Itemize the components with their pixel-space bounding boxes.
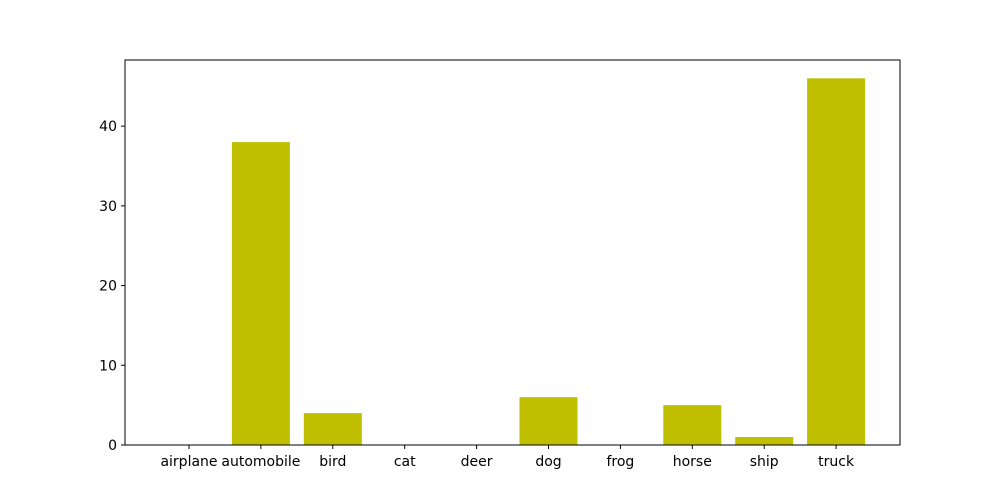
bar-dog [519, 397, 578, 445]
bar-truck [807, 78, 866, 445]
x-axis: airplane automobile bird cat deer dog frog hors… [160, 445, 855, 470]
x-tick-label: cat [394, 454, 416, 470]
plot-frame [124, 59, 901, 446]
y-axis: 0 10 20 30 40 [99, 119, 125, 454]
x-tick-label: airplane [160, 454, 217, 470]
y-tick-label: 20 [99, 279, 117, 295]
x-tick-label: horse [673, 454, 712, 470]
x-tick-label: ship [750, 454, 779, 470]
bars-group [231, 78, 866, 446]
x-tick-label: deer [461, 454, 493, 470]
x-tick-label: frog [606, 454, 634, 470]
y-tick-label: 10 [99, 358, 117, 374]
x-tick-label: truck [818, 454, 855, 470]
x-tick-label: automobile [221, 454, 300, 470]
bar-horse [663, 405, 722, 445]
x-tick-label: dog [535, 454, 561, 470]
y-tick-label: 30 [99, 199, 117, 215]
bar-ship [735, 437, 794, 445]
y-tick-label: 0 [108, 438, 117, 454]
y-tick-label: 40 [99, 119, 117, 135]
bar-bird [303, 413, 362, 445]
bar-automobile [231, 142, 290, 446]
x-tick-label: bird [319, 454, 346, 470]
